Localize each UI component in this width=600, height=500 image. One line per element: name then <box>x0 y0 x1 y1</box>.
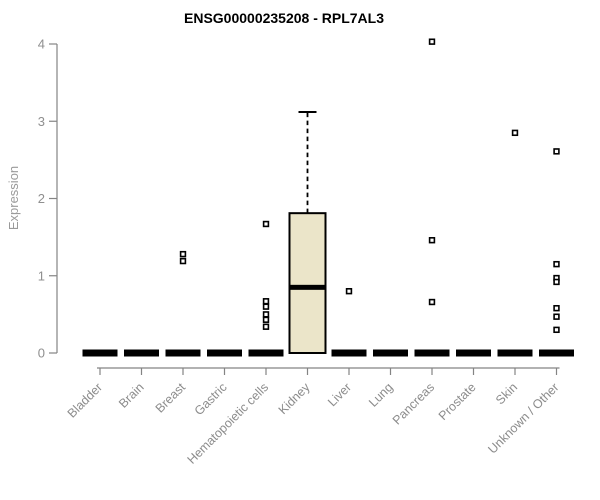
collapsed-box <box>82 349 118 357</box>
outlier-point <box>262 323 270 330</box>
y-tick-label: 3 <box>38 114 45 129</box>
outlier-point <box>262 316 270 323</box>
boxplot-kidney <box>288 110 327 354</box>
median-line <box>289 284 326 290</box>
y-axis: 0 1 2 3 4 <box>38 37 58 361</box>
boxplot-pancreas <box>414 38 450 357</box>
outlier-point <box>428 237 436 244</box>
boxplot-unknown-other <box>539 148 574 357</box>
x-tick-label: Liver <box>325 380 354 409</box>
x-tick-label: Gastric <box>192 380 230 418</box>
x-tick-label: Unknown / Other <box>485 380 561 456</box>
collapsed-box <box>207 349 242 357</box>
x-tick-label: Bladder <box>65 380 105 420</box>
x-tick-label: Brain <box>116 380 147 411</box>
outlier-point <box>262 220 270 228</box>
box <box>288 212 327 354</box>
collapsed-box <box>124 349 159 357</box>
boxplot-hematopoietic-cells <box>248 220 284 357</box>
outlier-point <box>511 129 519 137</box>
x-tick-label: Skin <box>493 380 520 407</box>
x-tick-label: Kidney <box>276 380 313 417</box>
boxplot-skin <box>497 129 533 357</box>
outlier-point <box>428 38 436 45</box>
boxplot-lung <box>373 349 408 357</box>
outlier-point <box>553 260 560 268</box>
collapsed-box <box>539 349 574 357</box>
boxplot-bladder <box>82 349 118 357</box>
outlier-point <box>553 148 560 155</box>
y-axis-title: Expression <box>6 166 21 230</box>
plot-area <box>82 38 574 357</box>
y-tick-label: 4 <box>38 37 45 52</box>
outlier-point <box>428 298 436 306</box>
collapsed-box <box>497 349 533 357</box>
collapsed-box <box>331 349 367 357</box>
x-tick-label: Hematopoietic cells <box>185 380 272 467</box>
outlier-point <box>553 278 560 286</box>
collapsed-box <box>165 349 201 357</box>
collapsed-box <box>414 349 450 357</box>
collapsed-box <box>456 349 491 357</box>
boxplot-brain <box>124 349 159 357</box>
collapsed-box <box>248 349 284 357</box>
boxplot-gastric <box>207 349 242 357</box>
collapsed-box <box>373 349 408 357</box>
x-tick-label: Pancreas <box>390 380 437 427</box>
boxplot-prostate <box>456 349 491 357</box>
boxplot-breast <box>165 250 201 357</box>
y-tick-label: 2 <box>38 191 45 206</box>
chart-title: ENSG00000235208 - RPL7AL3 <box>184 10 384 26</box>
x-tick-label: Breast <box>153 380 189 416</box>
outlier-point <box>553 326 560 334</box>
x-tick-label: Lung <box>366 380 396 410</box>
outlier-point <box>179 257 187 265</box>
y-tick-label: 0 <box>38 346 45 361</box>
x-tick-label: Prostate <box>436 380 479 423</box>
y-tick-label: 1 <box>38 268 45 283</box>
outlier-point <box>553 313 560 320</box>
outlier-point <box>179 250 187 258</box>
outlier-point <box>553 304 560 312</box>
outlier-point <box>345 287 353 295</box>
outlier-point <box>262 311 270 318</box>
outlier-point <box>262 303 270 310</box>
outlier-point <box>262 298 270 305</box>
boxplot-liver <box>331 287 367 357</box>
